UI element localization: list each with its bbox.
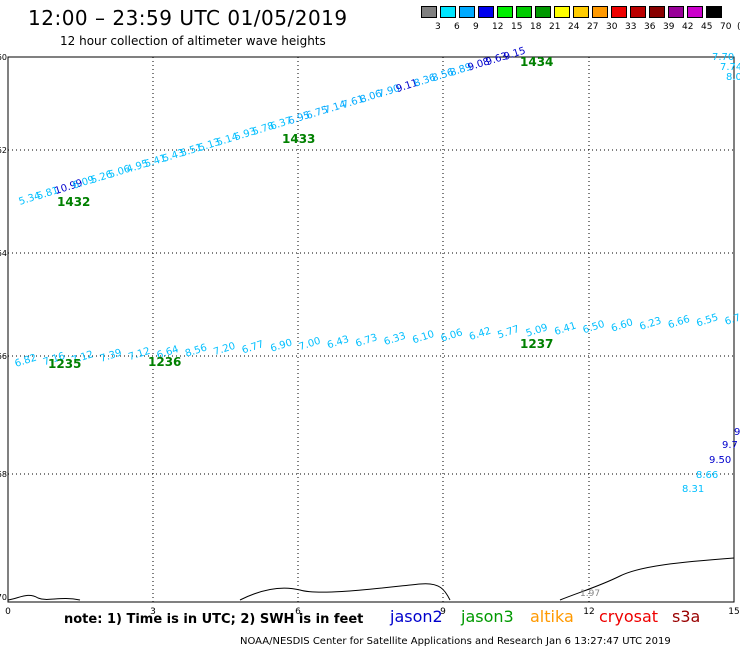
colorbar-label: 42 <box>682 22 694 32</box>
footer-note: note: 1) Time is in UTC; 2) SWH is in fe… <box>64 612 364 627</box>
track-right-label: 8.0 <box>726 72 740 83</box>
footer-credit: NOAA/NESDIS Center for Satellite Applica… <box>240 636 671 647</box>
colorbar-swatch <box>535 6 551 18</box>
plot-frame <box>7 56 735 603</box>
colorbar-swatch <box>611 6 627 18</box>
colorbar-swatch <box>516 6 532 18</box>
x-tick-label: 9 <box>440 607 446 617</box>
colorbar-swatch <box>649 6 665 18</box>
track-lower-label: 6.33 <box>383 331 408 348</box>
colorbar-swatch <box>421 6 437 18</box>
track-lower-label: 6.73 <box>354 332 379 349</box>
pass-number: 1432 <box>57 195 90 209</box>
track-lower-label: 8.56 <box>184 342 209 359</box>
y-tick-label: -60 <box>0 53 7 62</box>
colorbar-swatch <box>573 6 589 18</box>
colorbar-label: 6 <box>454 22 460 32</box>
colorbar-swatch <box>440 6 456 18</box>
misc-value-label: 1.97 <box>580 589 600 599</box>
track-lower-label: 5.77 <box>496 324 521 341</box>
track-lower-label: 6.7 <box>724 312 740 327</box>
colorbar-swatch <box>630 6 646 18</box>
colorbar-swatch <box>497 6 513 18</box>
track-lower-label: 6.66 <box>667 314 692 331</box>
track-lower-label: 6.42 <box>468 326 493 343</box>
track-right-label: 8.31 <box>682 484 704 495</box>
colorbar-label: (ft) <box>737 22 740 32</box>
legend-altika: altika <box>530 607 574 626</box>
colorbar-label: 39 <box>663 22 675 32</box>
colorbar-swatch <box>554 6 570 18</box>
track-lower-label: 6.77 <box>241 339 266 356</box>
track-lower-label: 6.82 <box>14 353 39 370</box>
legend-jason2: jason2 <box>390 607 443 626</box>
colorbar-label: 21 <box>549 22 561 32</box>
track-right-label: 9.7 <box>722 440 738 451</box>
track-right-label: 8.66 <box>696 470 718 481</box>
track-lower-label: 6.90 <box>269 337 294 354</box>
colorbar-label: 70 <box>720 22 732 32</box>
colorbar-label: 36 <box>644 22 656 32</box>
colorbar-label: 27 <box>587 22 599 32</box>
legend-s3a: s3a <box>672 607 701 626</box>
colorbar-swatch <box>592 6 608 18</box>
colorbar-label: 30 <box>606 22 618 32</box>
y-tick-label: -66 <box>0 352 7 361</box>
colorbar-label: 3 <box>435 22 441 32</box>
pass-number: 1236 <box>148 355 181 369</box>
track-right-label: 9.50 <box>709 455 731 466</box>
legend-jason3: jason3 <box>461 607 514 626</box>
track-lower-label: 6.23 <box>638 316 663 333</box>
x-tick-label: 3 <box>150 607 156 617</box>
x-tick-label: 0 <box>5 607 11 617</box>
track-lower-label: 7.39 <box>99 347 124 364</box>
track-lower-label: 7.00 <box>298 336 323 353</box>
track-lower-label: 6.43 <box>326 334 351 351</box>
pass-number: 1433 <box>282 132 315 146</box>
pass-number: 1237 <box>520 337 553 351</box>
y-tick-label: -62 <box>0 146 7 155</box>
y-tick-label: -68 <box>0 470 7 479</box>
colorbar-label: 9 <box>473 22 479 32</box>
x-tick-label: 15 <box>728 607 739 617</box>
track-lower-label: 6.41 <box>553 321 578 338</box>
colorbar-label: 45 <box>701 22 713 32</box>
colorbar-label: 12 <box>492 22 504 32</box>
track-lower-label: 6.60 <box>610 317 635 334</box>
y-tick-label: -70 <box>0 593 7 602</box>
map-subtitle: 12 hour collection of altimeter wave hei… <box>60 34 326 48</box>
map-title: 12:00 – 23:59 UTC 01/05/2019 <box>28 6 348 30</box>
colorbar-swatch <box>706 6 722 18</box>
track-lower-label: 7.20 <box>212 341 237 358</box>
track-right-label: 9 <box>734 427 740 438</box>
colorbar-swatch <box>687 6 703 18</box>
colorbar-swatch <box>478 6 494 18</box>
track-lower-label: 6.55 <box>695 312 720 329</box>
pass-number: 1434 <box>520 55 553 69</box>
coastline <box>7 557 735 601</box>
x-tick-label: 12 <box>583 607 594 617</box>
track-lower-label: 6.10 <box>411 329 436 346</box>
track-right-label: 7.74 <box>720 62 740 73</box>
colorbar-swatch <box>668 6 684 18</box>
colorbar-swatch <box>459 6 475 18</box>
track-right-label: 7.70 <box>712 52 734 63</box>
legend-cryosat: cryosat <box>599 607 659 626</box>
track-lower-label: 6.50 <box>582 319 607 336</box>
colorbar-label: 18 <box>530 22 542 32</box>
colorbar-label: 24 <box>568 22 580 32</box>
colorbar-label: 15 <box>511 22 523 32</box>
y-tick-label: -64 <box>0 249 7 258</box>
x-tick-label: 6 <box>295 607 301 617</box>
colorbar-label: 33 <box>625 22 637 32</box>
pass-number: 1235 <box>48 357 81 371</box>
